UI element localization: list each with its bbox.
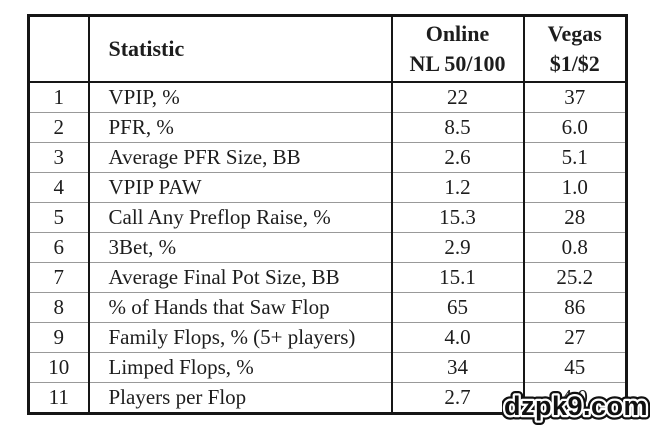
vegas-value-cell: 28	[522, 202, 628, 233]
vegas-value-cell: 6.0	[522, 112, 628, 143]
header-corner-cell	[27, 15, 90, 83]
vegas-value-cell: 0.8	[522, 232, 628, 263]
header-vegas-line2: $1/$2	[549, 51, 600, 76]
vegas-value-cell: 45	[522, 352, 628, 383]
header-vegas: Vegas $1/$2	[522, 15, 628, 83]
table-row: 7 Average Final Pot Size, BB 15.1 25.2	[27, 262, 628, 293]
online-value-cell: 65	[390, 292, 525, 323]
table-row: 11 Players per Flop 2.7 4.0	[27, 382, 628, 414]
table-row: 5 Call Any Preflop Raise, % 15.3 28	[27, 202, 628, 233]
online-value-cell: 15.1	[390, 262, 525, 293]
online-value-cell: 2.7	[390, 382, 525, 414]
online-value-cell: 2.6	[390, 142, 525, 173]
row-number-cell: 10	[27, 352, 90, 383]
online-value-cell: 22	[390, 82, 525, 113]
table-row: 9 Family Flops, % (5+ players) 4.0 27	[27, 322, 628, 353]
vegas-value-cell: 1.0	[522, 172, 628, 203]
statistic-cell: Average PFR Size, BB	[87, 142, 393, 173]
table-row: 4 VPIP PAW 1.2 1.0	[27, 172, 628, 203]
table-row: 8 % of Hands that Saw Flop 65 86	[27, 292, 628, 323]
table-header-row: Statistic Online NL 50/100 Vegas $1/$2	[27, 15, 628, 83]
vegas-value-cell: 4.0	[522, 382, 628, 414]
statistic-cell: VPIP, %	[87, 82, 393, 113]
header-vegas-line1: Vegas	[547, 21, 602, 47]
statistic-cell: Call Any Preflop Raise, %	[87, 202, 393, 233]
row-number-cell: 6	[27, 232, 90, 263]
row-number-cell: 7	[27, 262, 90, 293]
statistic-cell: PFR, %	[87, 112, 393, 143]
vegas-value-cell: 25.2	[522, 262, 628, 293]
row-number-cell: 4	[27, 172, 90, 203]
online-value-cell: 1.2	[390, 172, 525, 203]
row-number-cell: 1	[27, 82, 90, 113]
statistic-cell: Average Final Pot Size, BB	[87, 262, 393, 293]
row-number-cell: 9	[27, 322, 90, 353]
online-value-cell: 34	[390, 352, 525, 383]
table-row: 1 VPIP, % 22 37	[27, 82, 628, 113]
vegas-value-cell: 27	[522, 322, 628, 353]
table-row: 3 Average PFR Size, BB 2.6 5.1	[27, 142, 628, 173]
statistic-cell: 3Bet, %	[87, 232, 393, 263]
online-value-cell: 4.0	[390, 322, 525, 353]
online-value-cell: 2.9	[390, 232, 525, 263]
vegas-value-cell: 86	[522, 292, 628, 323]
vegas-value-cell: 5.1	[522, 142, 628, 173]
table-row: 10 Limped Flops, % 34 45	[27, 352, 628, 383]
row-number-cell: 11	[27, 382, 90, 414]
row-number-cell: 3	[27, 142, 90, 173]
header-statistic: Statistic	[87, 15, 393, 83]
statistic-cell: VPIP PAW	[87, 172, 393, 203]
statistic-cell: Limped Flops, %	[87, 352, 393, 383]
vegas-value-cell: 37	[522, 82, 628, 113]
table-row: 6 3Bet, % 2.9 0.8	[27, 232, 628, 263]
header-online-line2: NL 50/100	[409, 51, 506, 76]
row-number-cell: 2	[27, 112, 90, 143]
header-online-line1: Online	[425, 21, 490, 47]
statistic-cell: % of Hands that Saw Flop	[87, 292, 393, 323]
stats-table: Statistic Online NL 50/100 Vegas $1/$2 1…	[27, 14, 628, 415]
online-value-cell: 15.3	[390, 202, 525, 233]
table-row: 2 PFR, % 8.5 6.0	[27, 112, 628, 143]
statistic-cell: Players per Flop	[87, 382, 393, 414]
statistic-cell: Family Flops, % (5+ players)	[87, 322, 393, 353]
row-number-cell: 8	[27, 292, 90, 323]
online-value-cell: 8.5	[390, 112, 525, 143]
header-online: Online NL 50/100	[390, 15, 525, 83]
row-number-cell: 5	[27, 202, 90, 233]
